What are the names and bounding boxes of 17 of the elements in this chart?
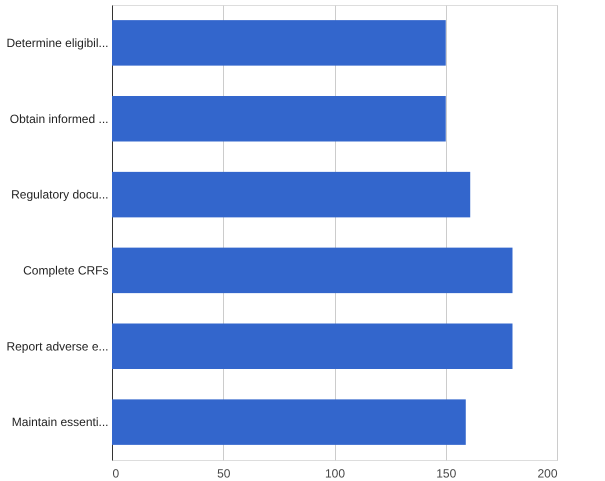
x-tick-label: 50 xyxy=(217,466,231,480)
y-tick-label: Complete CRFs xyxy=(23,263,108,278)
bar xyxy=(112,324,512,369)
y-tick-label: Obtain informed ... xyxy=(10,112,108,126)
x-tick-label: 100 xyxy=(324,466,346,480)
bar xyxy=(112,96,446,142)
bar xyxy=(112,20,446,66)
y-tick-label: Maintain essenti... xyxy=(12,415,108,430)
x-tick-label: 200 xyxy=(537,466,558,480)
bar xyxy=(112,248,512,294)
bar xyxy=(112,172,470,218)
y-tick-label: Determine eligibil... xyxy=(6,36,108,50)
y-tick-label: Regulatory docu... xyxy=(11,188,108,202)
y-tick-label: Report adverse e... xyxy=(6,339,108,354)
x-tick-label: 0 xyxy=(112,466,120,480)
bar xyxy=(112,399,466,445)
x-tick-label: 150 xyxy=(436,466,457,480)
